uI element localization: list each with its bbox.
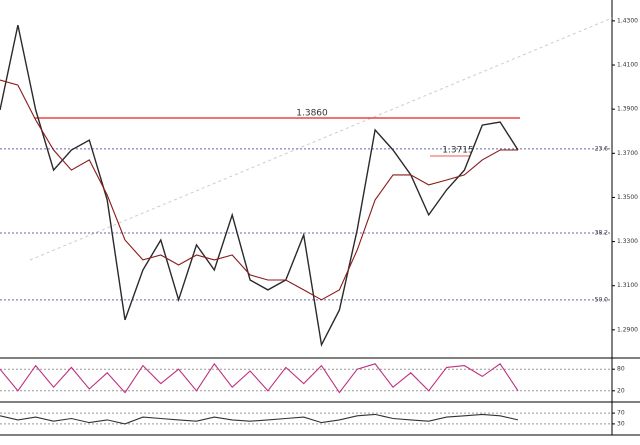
- y-tick-label: 80: [617, 366, 625, 373]
- y-tick-label: 1.3300: [617, 238, 638, 245]
- fib-label: 50.0: [595, 296, 609, 303]
- y-tick-label: 1.4100: [617, 62, 638, 69]
- level-label: 1.3715: [442, 145, 474, 155]
- y-tick-label: 70: [617, 410, 625, 417]
- y-tick-label: 1.4300: [617, 17, 638, 24]
- y-tick-label: 1.3500: [617, 194, 638, 201]
- series-line: [0, 413, 519, 425]
- y-tick-label: 30: [617, 420, 625, 427]
- series-line: [0, 79, 518, 301]
- level-label: 1.3860: [296, 108, 328, 118]
- y-tick-label: 1.3900: [617, 106, 638, 113]
- series-line: [0, 24, 519, 348]
- y-tick-label: 20: [617, 387, 625, 394]
- y-tick-label: 1.3100: [617, 282, 638, 289]
- fib-label: 38.2: [595, 229, 609, 236]
- y-tick-label: 1.2900: [617, 326, 638, 333]
- series-line: [0, 362, 519, 394]
- fib-label: 23.6: [595, 145, 609, 152]
- y-tick-label: 1.3700: [617, 150, 638, 157]
